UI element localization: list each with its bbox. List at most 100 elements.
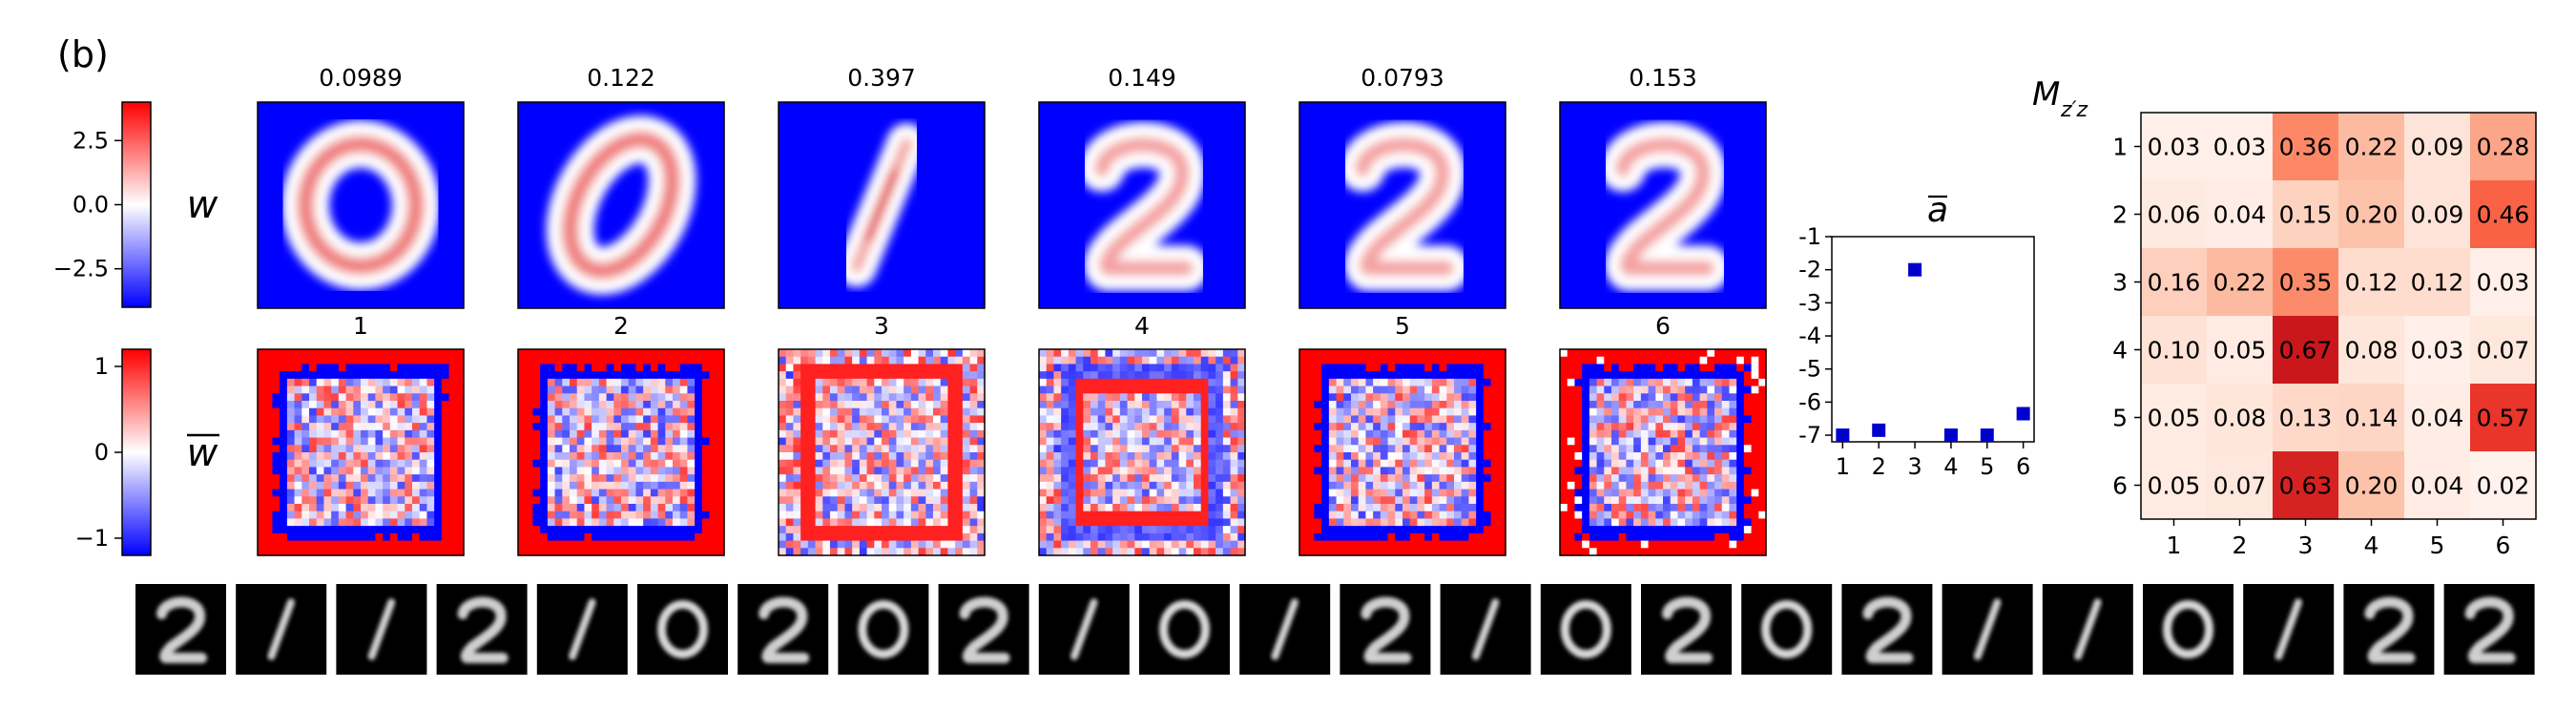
colorbar-tick-label: 0: [94, 439, 109, 466]
column-number: 4: [1134, 312, 1150, 340]
heatmap-cell: [2338, 248, 2405, 317]
heatmap-cell-label: 0.09: [2411, 134, 2464, 161]
heatmap-cell-label: 0.07: [2477, 337, 2530, 365]
w-panel-frame: [1298, 101, 1506, 309]
heatmap-ytick-label: 4: [2112, 337, 2128, 365]
thumbnail-digit-0: [1741, 584, 1833, 675]
heatmap-cell-label: 0.35: [2279, 269, 2333, 297]
heatmap-ytick-label: 5: [2112, 405, 2128, 432]
abar-scatter: a -1 -2 -3 -4 -5 -6 -7 1 2 3 4 5 6: [1798, 191, 2035, 480]
heatmap-cell: [2207, 316, 2274, 385]
row-label-wbar: w: [187, 431, 218, 475]
colorbar-wbar-gradient: [121, 348, 152, 556]
heatmap-title-sub: z′z: [2060, 98, 2088, 122]
heatmap-cell-label: 0.20: [2345, 201, 2399, 229]
heatmap-cell-label: 0.67: [2279, 337, 2333, 365]
scatter-xtick-label: 3: [1907, 453, 1922, 480]
heatmap-cell-label: 0.05: [2148, 472, 2201, 500]
w-digit-2: [1600, 121, 1730, 291]
w-panel-title: 0.122: [587, 64, 655, 92]
wbar-panel: [518, 349, 725, 556]
column-number: 2: [613, 312, 629, 340]
heatmap-cell-label: 0.03: [2148, 134, 2201, 161]
wbar-panel-frame: [1559, 348, 1767, 556]
heatmap-cell-label: 0.22: [2345, 134, 2399, 161]
scatter-ytick-label: -4: [1798, 323, 1821, 349]
heatmap-cell-label: 0.06: [2148, 201, 2201, 229]
column-number: 5: [1395, 312, 1410, 340]
wbar-panel-frame: [517, 348, 725, 556]
heatmap-ytick-label: 6: [2112, 472, 2128, 500]
heatmap-cell-label: 0.16: [2148, 269, 2201, 297]
w-panel-frame: [1038, 101, 1246, 309]
heatmap-cell: [2470, 180, 2537, 249]
thumbnail-digit-1: [1038, 584, 1130, 675]
heatmap-xtick-label: 5: [2430, 532, 2445, 559]
thumbnail-digit-2: [2443, 584, 2535, 675]
heatmap-cell-label: 0.07: [2213, 472, 2267, 500]
heatmap-cell: [2207, 384, 2274, 452]
heatmap-cell-label: 0.12: [2411, 269, 2464, 297]
scatter-point: [1836, 428, 1850, 443]
scatter-xtick-label: 4: [1943, 453, 1958, 480]
scatter-title: a: [1927, 191, 1948, 230]
heatmap-cell-label: 0.10: [2148, 337, 2201, 365]
scatter-ytick-label: -5: [1798, 356, 1821, 383]
heatmap-cell: [2404, 113, 2471, 181]
scatter-point: [1872, 423, 1886, 437]
heatmap-cell-label: 0.08: [2213, 405, 2267, 432]
thumbnail-digit-0: [637, 584, 728, 675]
scatter-point: [1943, 428, 1958, 443]
wbar-panel: [779, 349, 986, 556]
w-panels: 0.0989 1 0.122 2 0.397 3 0.149 4 0.0793 5 0.153 6: [257, 64, 1767, 340]
scatter-frame: [1831, 236, 2035, 443]
colorbar-w-gradient: [121, 101, 152, 308]
heatmap-cell: [2470, 113, 2537, 181]
scatter-point: [1980, 428, 1994, 443]
thumbnail-digit-0: [2143, 584, 2233, 675]
heatmap-cell-label: 0.14: [2345, 405, 2399, 432]
heatmap-cell: [2338, 451, 2405, 520]
heatmap-cell: [2141, 384, 2208, 452]
heatmap-cell-label: 0.04: [2411, 472, 2464, 500]
heatmap-cell: [2273, 113, 2339, 181]
scatter-ytick-label: -2: [1798, 257, 1821, 283]
thumbnail-digit-2: [1340, 584, 1431, 675]
w-panel-title: 0.153: [1629, 64, 1697, 92]
colorbar-tick-label: 0.0: [73, 192, 109, 219]
heatmap-xtick-label: 3: [2298, 532, 2314, 559]
row-label-wbar-group: w: [187, 431, 219, 475]
column-number: 6: [1655, 312, 1671, 340]
w-digit-0: [281, 120, 440, 290]
thumbnail-digit-2: [436, 584, 528, 675]
heatmap-cell-label: 0.02: [2477, 472, 2530, 500]
thumbnail-digit-2: [1841, 584, 1933, 675]
scatter-point: [1908, 262, 1922, 277]
heatmap-cell: [2141, 180, 2208, 249]
heatmap-cell-label: 0.03: [2213, 134, 2267, 161]
wbar-panel-frame: [778, 348, 986, 556]
heatmap-cell: [2273, 180, 2339, 249]
thumbnail-digit-1: [1942, 584, 2033, 675]
scatter-ytick-label: -1: [1798, 223, 1821, 250]
thumbnail-digit-2: [135, 584, 226, 675]
thumbnail-digit-0: [838, 584, 929, 675]
thumbnail-digit-0: [1540, 584, 1631, 675]
w-panel-title: 0.397: [847, 64, 916, 92]
heatmap-cell-label: 0.12: [2345, 269, 2399, 297]
heatmap-cell: [2273, 248, 2339, 317]
scatter-ytick-label: -6: [1798, 388, 1821, 415]
heatmap-cell: [2404, 316, 2471, 385]
w-digit-2: [1079, 121, 1209, 291]
w-panel-frame: [1559, 101, 1767, 309]
heatmap-cell-label: 0.03: [2477, 269, 2530, 297]
colorbar-tick-label: 2.5: [73, 127, 109, 154]
row-label-w: w: [187, 183, 218, 227]
thumbnail-digit-1: [236, 584, 327, 675]
heatmap-cell-label: 0.05: [2213, 337, 2267, 365]
heatmap-cell: [2273, 316, 2339, 385]
column-number: 3: [874, 312, 889, 340]
scatter-point: [2016, 407, 2030, 421]
heatmap-ytick-label: 1: [2112, 134, 2128, 161]
wbar-panel-frame: [1298, 348, 1506, 556]
